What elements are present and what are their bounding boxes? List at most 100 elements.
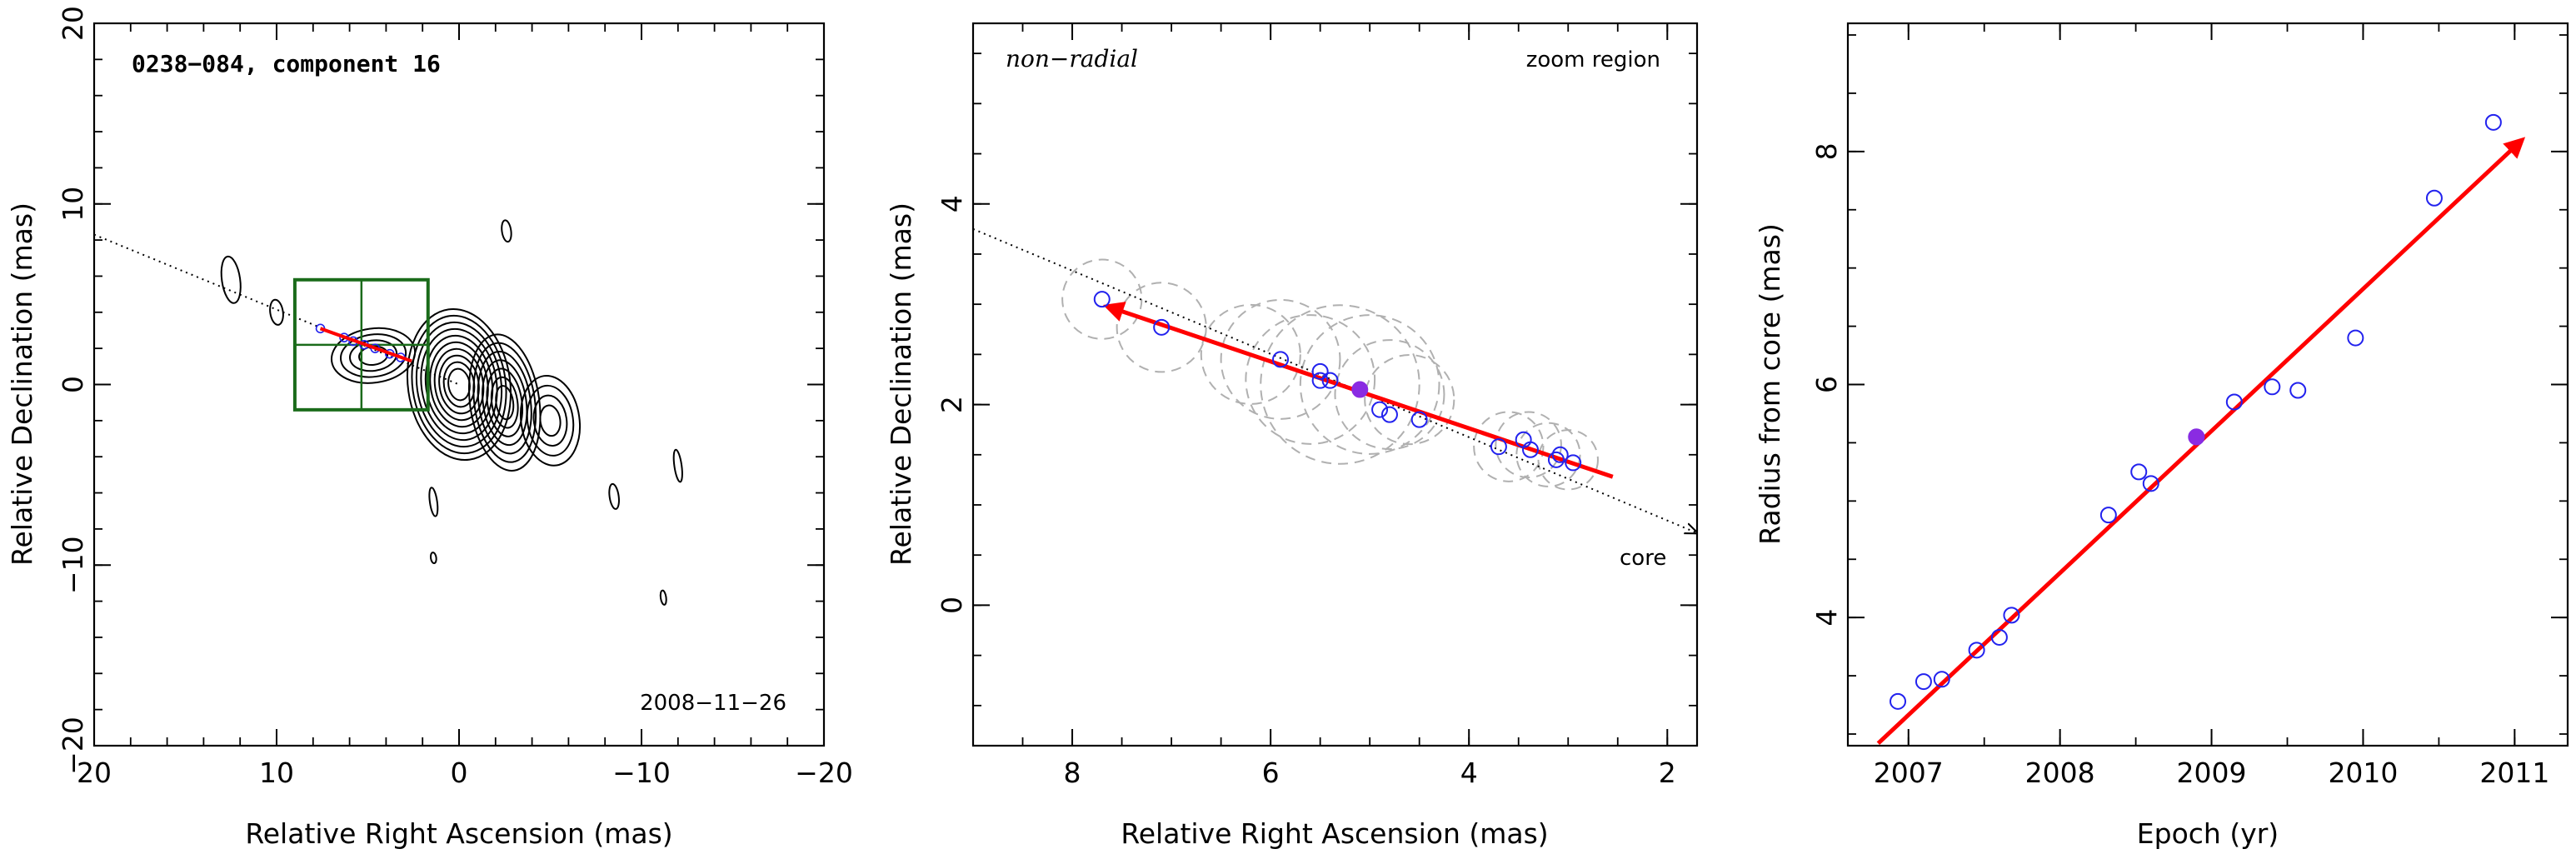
panel-contour-map: 20 10 0 −10 −20 −20 −10 0 10 20 0238−084, compone… [6, 6, 853, 850]
gaussian-component-circle [1245, 314, 1376, 445]
trajectory-line [319, 327, 412, 363]
x-tick-label: 2008 [2025, 757, 2095, 789]
component-position [1371, 401, 1389, 418]
epoch-radius-point [2099, 507, 2117, 524]
component-position [1311, 372, 1329, 389]
y-tick-label: 10 [57, 187, 89, 222]
epoch-radius-point [2225, 393, 2243, 411]
y-tick-label: 20 [57, 6, 89, 41]
panel2-frame [971, 22, 1699, 747]
epoch-radius-point [1990, 628, 2008, 646]
x-tick-label: 10 [259, 757, 294, 789]
panel1-ylabel: Relative Declination (mas) [6, 202, 38, 566]
epoch-radius-point [2142, 475, 2159, 492]
epoch-radius-point [2347, 329, 2364, 347]
contour-level [406, 307, 512, 462]
component-position [1522, 441, 1540, 458]
contour-level [330, 327, 417, 384]
y-tick-label: 4 [936, 195, 968, 212]
panel2-annotation: non−radial [1006, 45, 1138, 72]
component-position [1490, 438, 1507, 456]
gaussian-component-circle [1334, 339, 1445, 451]
x-tick-label: 2011 [2479, 757, 2549, 789]
panel2-core-label: core [1620, 546, 1666, 571]
gaussian-component-circle [1299, 314, 1440, 455]
gaussian-component-circle [1260, 304, 1420, 465]
gaussian-component-circle [1061, 258, 1143, 340]
contour-level [269, 298, 284, 326]
panel1-title: 0238−084, component 16 [132, 50, 441, 77]
panel2-xlabel: Relative Right Ascension (mas) [1121, 817, 1548, 850]
epoch-radius-point [2425, 189, 2443, 207]
reference-epoch-point [1351, 381, 1369, 398]
contour-level [532, 394, 568, 447]
contour-level [467, 333, 542, 472]
panel-radius-vs-epoch: 2007 2008 2009 2010 2011 4 6 8 Epoch (yr) Radiu… [1754, 22, 2569, 850]
gaussian-component-circle [1473, 411, 1545, 482]
epoch-radius-point [2130, 463, 2148, 481]
panel1-date-label: 2008−11−26 [640, 691, 786, 716]
gaussian-component-circle [1200, 303, 1301, 405]
x-tick-label: −10 [612, 757, 671, 789]
contour-level [539, 404, 562, 437]
contour-level [349, 339, 398, 372]
contour-level [472, 342, 537, 463]
gaussian-component-circle [1495, 411, 1562, 479]
epoch-radius-point [1915, 673, 1932, 691]
gaussian-component-circle [1220, 298, 1341, 420]
x-tick-label: 2007 [1874, 757, 1944, 789]
reference-epoch-point [2188, 428, 2205, 446]
panel-zoom-region: 8 6 4 2 0 2 4 non−radial zoom region core Rela… [885, 22, 1699, 850]
component-position [1551, 446, 1569, 463]
epoch-radius-point [2003, 607, 2020, 624]
contour-level [428, 487, 439, 517]
y-tick-label: 4 [1810, 609, 1843, 627]
component-position [1321, 372, 1339, 389]
contour-level [659, 589, 667, 606]
panel3-xlabel: Epoch (yr) [2137, 817, 2279, 850]
panel3-ylabel: Radius from core (mas) [1754, 223, 1786, 545]
epoch-radius-point [2264, 378, 2281, 396]
x-tick-label: 8 [1064, 757, 1081, 789]
y-tick-label: −20 [57, 717, 89, 775]
jet-direction-line [94, 233, 460, 386]
y-tick-label: 2 [936, 396, 968, 413]
contour-level [519, 374, 582, 467]
x-tick-label: 4 [1460, 757, 1478, 789]
contour-level [490, 376, 519, 429]
component-position [1093, 291, 1111, 308]
panel2-ylabel: Relative Declination (mas) [885, 202, 917, 566]
x-tick-label: 20 [77, 757, 112, 789]
contour-level [482, 359, 528, 447]
component-position [1547, 451, 1565, 468]
gaussian-component-circle [1116, 282, 1207, 373]
contour-level [424, 334, 494, 435]
y-tick-label: 0 [57, 376, 89, 393]
contour-level [429, 341, 489, 428]
x-tick-label: −20 [795, 757, 853, 789]
contour-level [415, 321, 503, 448]
component-position [1153, 318, 1171, 336]
component-position [1272, 351, 1290, 368]
contour-level [501, 219, 512, 243]
gaussian-component-circle [1364, 353, 1455, 446]
component-position [1311, 362, 1329, 380]
contour-level [672, 448, 683, 483]
x-tick-label: 6 [1262, 757, 1280, 789]
x-tick-label: 2010 [2328, 757, 2398, 789]
epoch-radius-point [2484, 113, 2502, 131]
y-tick-label: 8 [1810, 142, 1843, 160]
contour-level [608, 482, 620, 510]
component-position [1380, 406, 1398, 423]
component-position [1565, 454, 1582, 472]
epoch-radius-point [1968, 642, 1985, 659]
contour-level [526, 384, 575, 457]
epoch-radius-point [2289, 382, 2307, 399]
core-direction-line [973, 227, 1697, 533]
contour-level [220, 255, 242, 304]
y-tick-label: −10 [57, 536, 89, 594]
x-tick-label: 2009 [2177, 757, 2247, 789]
gaussian-component-circle [1537, 429, 1599, 491]
panel1-xlabel: Relative Right Ascension (mas) [245, 817, 672, 850]
